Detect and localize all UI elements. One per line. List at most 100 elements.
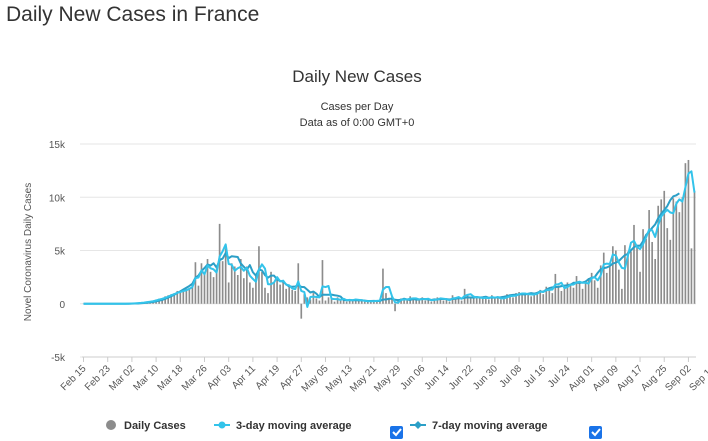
daily-cases-bar (200, 263, 203, 304)
daily-cases-bar (560, 290, 563, 304)
daily-cases-bar (336, 297, 339, 304)
daily-cases-bar (345, 301, 348, 304)
daily-cases-bar (569, 283, 572, 304)
daily-cases-bar (536, 292, 539, 304)
daily-cases-bar (348, 299, 351, 304)
daily-cases-bar (421, 297, 424, 304)
daily-cases-bar (321, 260, 324, 304)
x-tick-label: Aug 09 (591, 363, 621, 393)
daily-cases-bar (230, 263, 233, 304)
daily-cases-bar (354, 299, 357, 304)
y-tick-label: 15k (49, 140, 66, 151)
x-tick-label: Jun 22 (447, 363, 476, 392)
daily-cases-bar (675, 201, 678, 304)
daily-cases-bar (448, 301, 451, 304)
daily-cases-bar (599, 265, 602, 304)
daily-cases-bar (566, 282, 569, 304)
daily-cases-bar (512, 297, 514, 304)
daily-cases-bar (239, 259, 242, 304)
legend-label-3-day: 3-day moving average (236, 420, 352, 432)
daily-cases-bar (587, 278, 590, 304)
daily-cases-bar (494, 298, 496, 304)
daily-cases-bar (624, 245, 626, 304)
daily-cases-bar (484, 296, 487, 304)
daily-cases-bar (312, 293, 315, 304)
daily-cases-bar (357, 300, 360, 304)
daily-cases-bar (663, 190, 666, 304)
x-tick-label: Aug 17 (615, 363, 645, 393)
daily-cases-bar (515, 293, 517, 304)
daily-cases-bar (224, 248, 227, 304)
daily-cases-bar (584, 283, 587, 304)
daily-cases-bar (648, 210, 650, 304)
daily-cases-bar (608, 266, 611, 304)
daily-cases-bar (403, 299, 405, 304)
daily-cases-bar (185, 288, 188, 304)
daily-cases-bar (173, 293, 176, 304)
daily-cases-bar (611, 246, 614, 304)
x-tick-label: Feb 23 (83, 363, 113, 393)
legend-checkbox-3-day[interactable] (390, 426, 403, 439)
daily-cases-bar (252, 287, 254, 304)
x-tick-label: Mar 10 (131, 363, 161, 393)
daily-cases-bar (654, 259, 656, 304)
daily-cases-bar (466, 295, 469, 304)
x-tick-label: May 29 (372, 363, 403, 394)
check-icon (591, 428, 601, 437)
daily-cases-bar (197, 285, 200, 304)
daily-cases-bar (360, 300, 363, 304)
x-tick-label: Sep 10 (688, 363, 708, 393)
daily-cases-bar (503, 298, 505, 304)
daily-cases-bar (176, 290, 179, 304)
daily-cases-bar (633, 224, 635, 304)
daily-cases-bar (170, 294, 173, 304)
daily-cases-bar (167, 295, 170, 304)
daily-cases-bar (373, 301, 375, 304)
daily-cases-bar (215, 268, 218, 304)
daily-cases-bar (324, 300, 327, 304)
checkbox-box (390, 426, 403, 439)
daily-cases-bar (406, 300, 408, 304)
legend-diamond-icon (414, 421, 422, 429)
daily-cases-bar (491, 295, 493, 304)
daily-cases-bar (424, 300, 427, 304)
daily-cases-bar (487, 299, 490, 304)
daily-cases-bar (469, 298, 472, 304)
daily-cases-bar (651, 241, 653, 304)
daily-cases-bar (563, 287, 566, 304)
y-tick-label: 5k (54, 247, 66, 258)
daily-cases-bar (669, 239, 672, 304)
daily-cases-bar (672, 198, 675, 304)
daily-cases-bar (388, 299, 390, 304)
daily-cases-bar (179, 292, 182, 304)
daily-cases-bar (279, 284, 281, 304)
daily-cases-bar (291, 289, 294, 304)
x-tick-label: Jul 16 (522, 363, 549, 390)
daily-cases-bar (363, 301, 366, 304)
x-tick-label: Feb 15 (59, 363, 89, 393)
daily-cases-bar (351, 299, 354, 304)
daily-cases-bar (481, 298, 484, 304)
daily-cases-bar (581, 288, 584, 304)
daily-cases-bar (621, 288, 623, 304)
daily-cases-bar (227, 282, 230, 304)
daily-cases-bar (242, 278, 245, 304)
checkbox-box (589, 426, 602, 439)
chart-subtitle-line-1: Cases per Day (321, 101, 394, 113)
daily-cases-bar (430, 301, 433, 304)
x-tick-label: Jun 14 (423, 363, 452, 392)
y-tick-label: -5k (51, 353, 66, 364)
daily-cases-bar (572, 287, 575, 304)
daily-cases-bar (212, 277, 215, 304)
legend-checkbox-7-day[interactable] (589, 426, 602, 439)
daily-cases-bar (460, 300, 463, 304)
daily-cases-bar (436, 297, 439, 304)
daily-cases-bar (439, 298, 442, 304)
daily-cases-bar (233, 266, 236, 304)
daily-cases-bar (533, 293, 536, 304)
daily-cases-bar (636, 246, 638, 304)
x-tick-label: Mar 26 (180, 363, 210, 393)
daily-cases-bar (255, 275, 257, 304)
x-tick-label: Jun 30 (471, 363, 500, 392)
moving-average-lines (83, 170, 696, 308)
